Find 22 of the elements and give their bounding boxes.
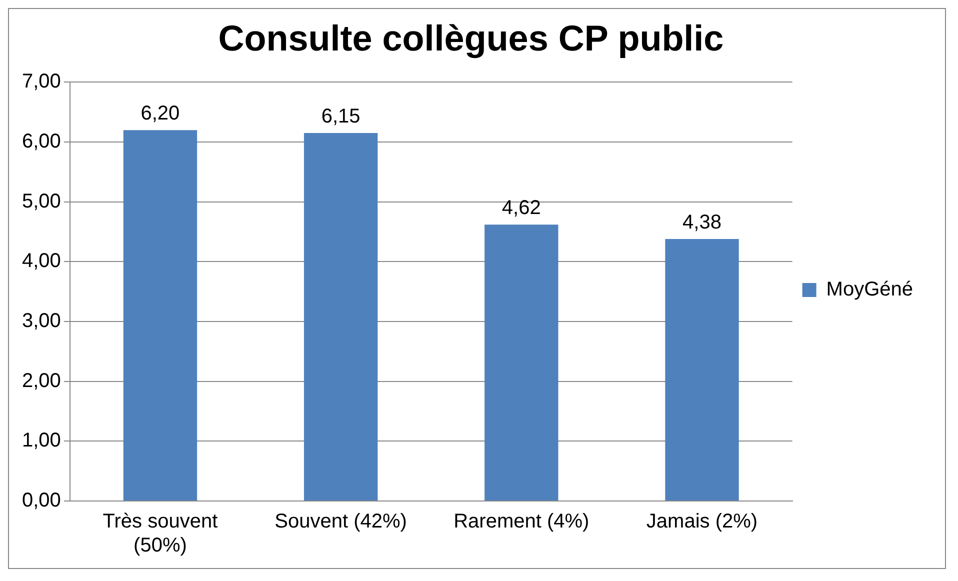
y-tick-label: 5,00 — [22, 190, 61, 212]
y-tick-label: 7,00 — [22, 70, 61, 93]
y-tick-label: 1,00 — [22, 430, 61, 452]
data-label: 6,15 — [321, 106, 360, 128]
bar — [484, 224, 558, 500]
bar — [304, 133, 378, 500]
chart-title: Consulte collègues CP public — [218, 18, 724, 59]
x-tick-label: Rarement (4%) — [454, 510, 590, 533]
data-label: 6,20 — [140, 102, 180, 125]
y-tick-label: 2,00 — [22, 370, 61, 392]
y-tick-label: 0,00 — [22, 490, 61, 512]
y-tick-label: 3,00 — [22, 310, 61, 332]
x-tick-label: Jamais (2%) — [646, 510, 758, 533]
bar — [665, 238, 739, 500]
y-tick-label: 4,00 — [22, 250, 61, 272]
data-label: 4,38 — [682, 211, 722, 234]
x-tick-label: Très souvent (50%) — [102, 510, 218, 557]
bar — [123, 130, 198, 500]
data-label: 4,62 — [502, 197, 541, 220]
x-tick-label: Souvent (42%) — [274, 510, 407, 533]
legend-label: MoyGéné — [826, 278, 914, 301]
y-tick-label: 6,00 — [22, 130, 61, 153]
